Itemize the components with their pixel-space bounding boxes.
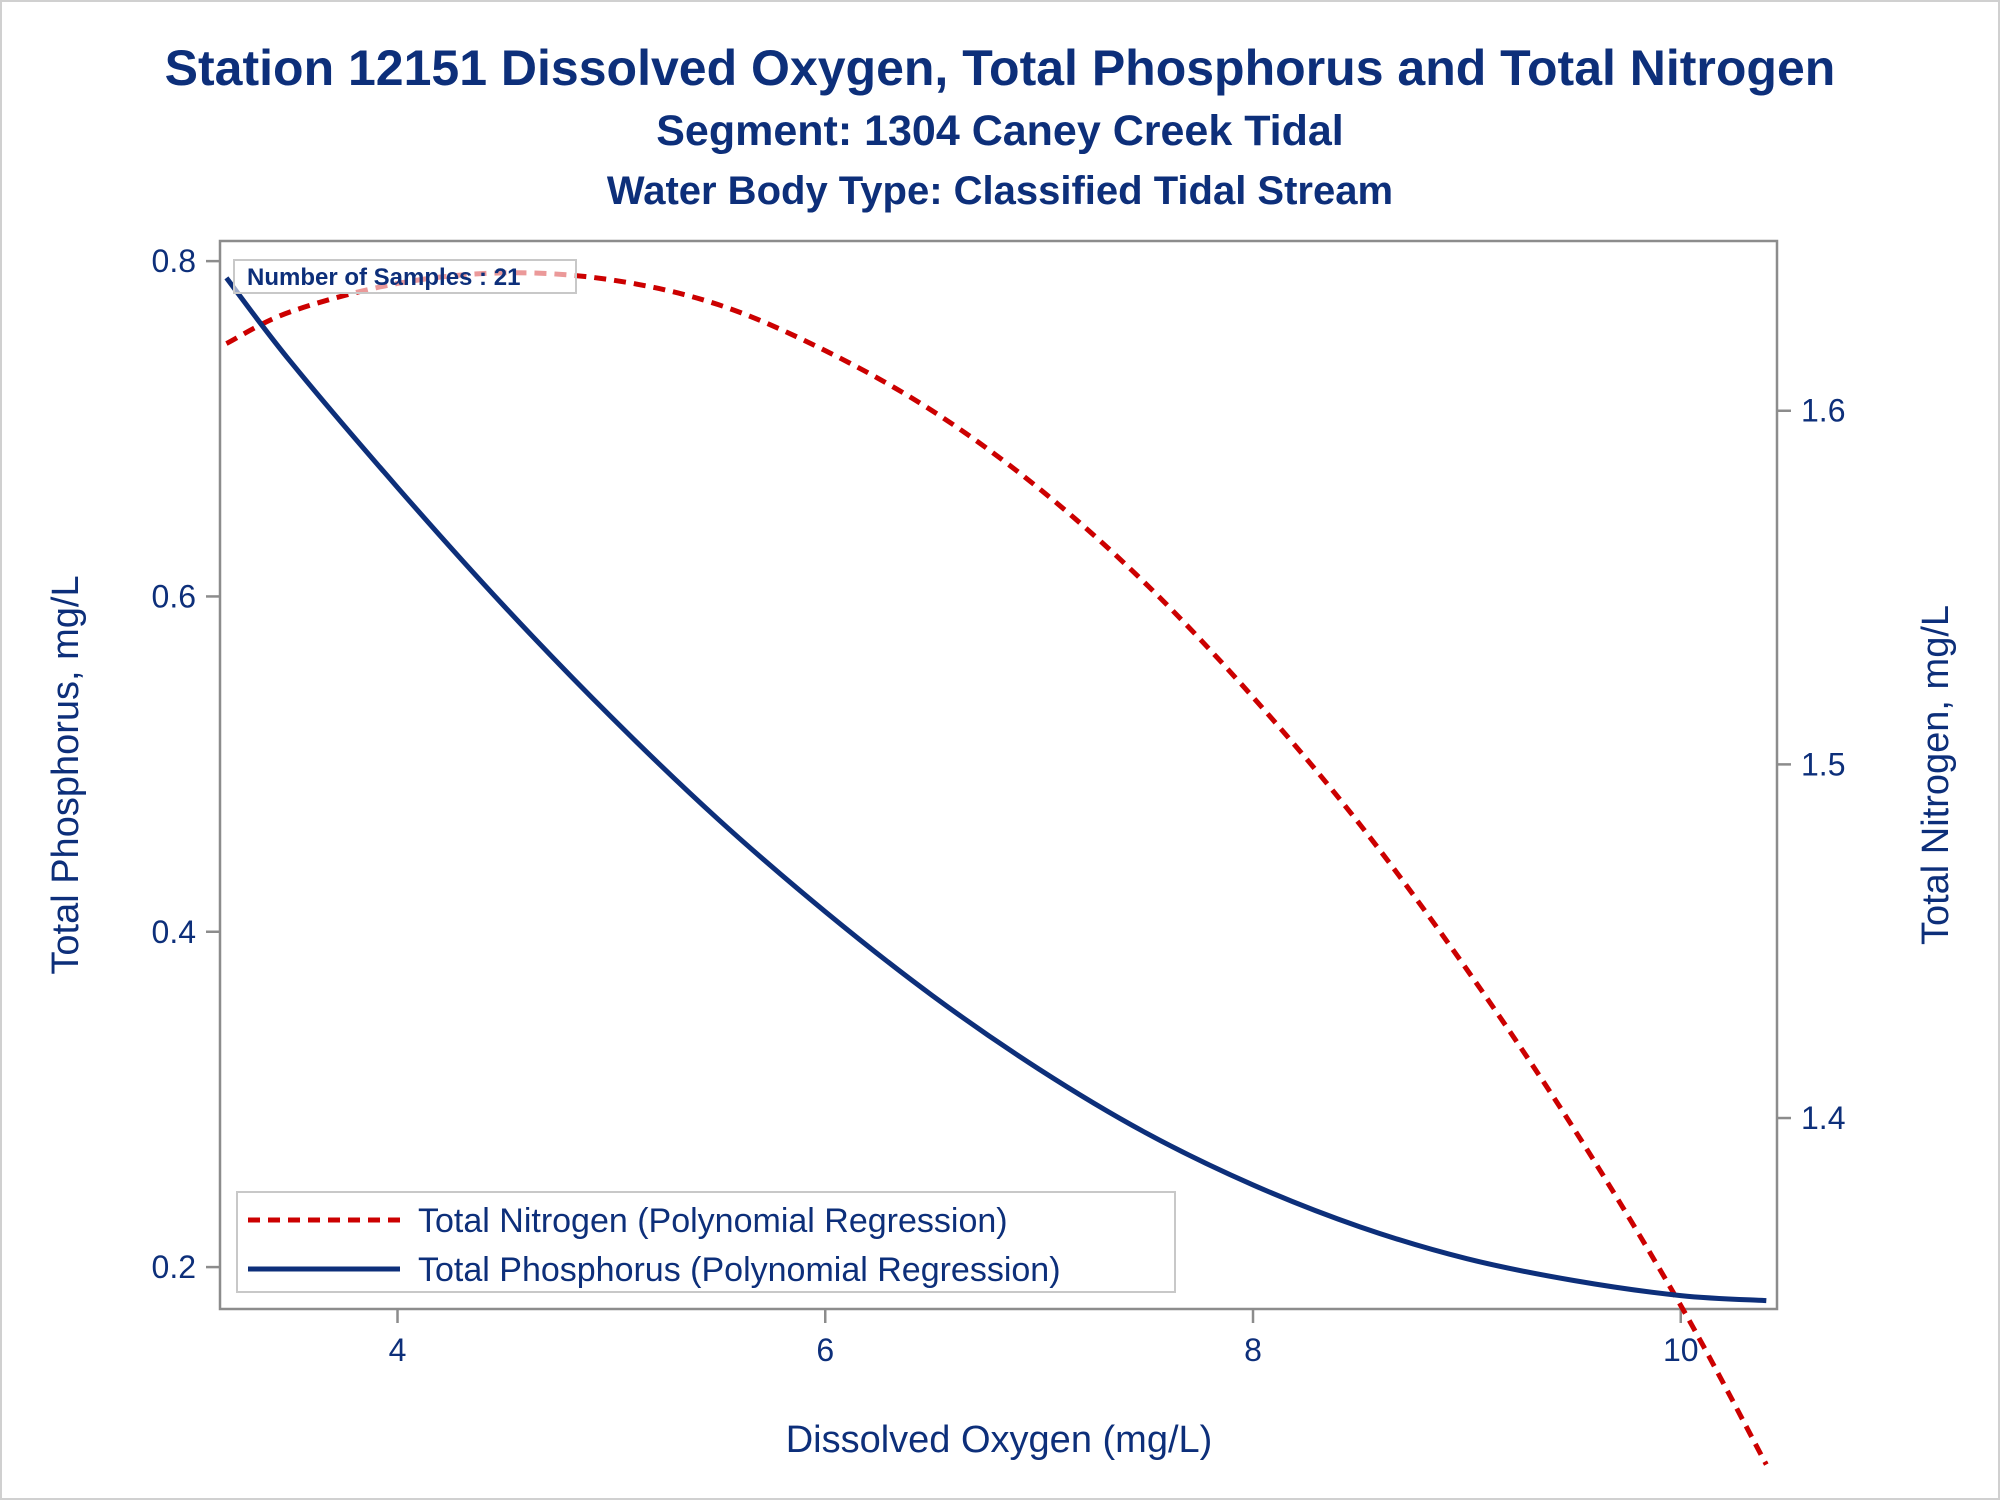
legend-label-nitrogen: Total Nitrogen (Polynomial Regression) xyxy=(418,1202,1008,1240)
series-line-total-phosphorus xyxy=(224,276,1767,1304)
sample-count-text: Number of Samples : 21 xyxy=(247,264,520,291)
x-tick-label: 6 xyxy=(816,1332,834,1368)
x-axis-label: Dissolved Oxygen (mg/L) xyxy=(786,1419,1213,1461)
chart-title-block: Station 12151 Dissolved Oxygen, Total Ph… xyxy=(0,36,2000,220)
x-tick-label: 8 xyxy=(1244,1332,1262,1368)
y-tick-label: 0.6 xyxy=(152,578,196,614)
legend-label-phosphorus: Total Phosphorus (Polynomial Regression) xyxy=(418,1251,1061,1289)
y-axis-label: Total Phosphorus, mg/L xyxy=(45,575,87,974)
x-tick-label: 10 xyxy=(1663,1332,1699,1368)
plot-area xyxy=(218,239,1779,1311)
y2-tick-label: 1.6 xyxy=(1801,393,1845,429)
sample-count-annotation: Number of Samples : 21 xyxy=(233,259,577,294)
y2-axis-label: Total Nitrogen, mg/L xyxy=(1915,605,1957,945)
y-tick-label: 0.4 xyxy=(152,914,196,950)
y-axis-right: 1.4 1.5 1.6 xyxy=(1777,393,1845,1136)
chart-subtitle: Segment: 1304 Caney Creek Tidal xyxy=(656,107,1344,155)
legend-box xyxy=(236,1191,1176,1293)
legend: Total Nitrogen (Polynomial Regression) T… xyxy=(236,1191,1176,1293)
y2-tick-label: 1.5 xyxy=(1801,746,1845,782)
y-tick-label: 0.2 xyxy=(152,1249,196,1285)
chart-subtitle-2: Water Body Type: Classified Tidal Stream xyxy=(606,169,1394,213)
y-axis-left: 0.2 0.4 0.6 0.8 xyxy=(152,243,220,1285)
x-axis: 4 6 8 10 xyxy=(389,1309,1699,1368)
y-tick-label: 0.8 xyxy=(152,243,196,279)
chart-title: Station 12151 Dissolved Oxygen, Total Ph… xyxy=(164,40,1836,96)
x-tick-label: 4 xyxy=(389,1332,407,1368)
y2-tick-label: 1.4 xyxy=(1801,1100,1845,1136)
